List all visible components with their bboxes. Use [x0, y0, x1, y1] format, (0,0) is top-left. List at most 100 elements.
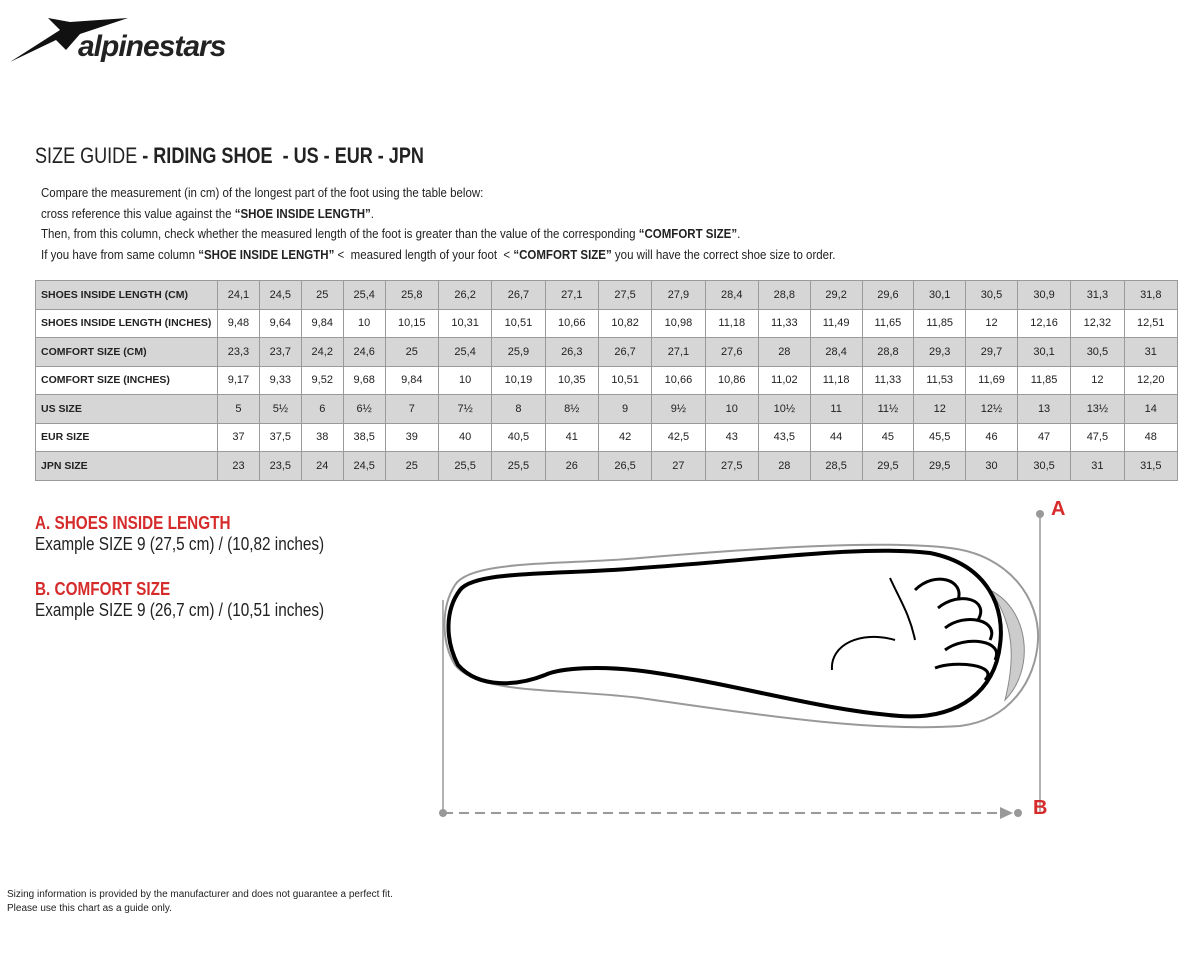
dot [439, 809, 447, 817]
dot [1014, 809, 1022, 817]
table-cell: 27 [651, 451, 706, 481]
table-cell: 47,5 [1070, 422, 1125, 452]
instruction-line: If you have from same column “SHOE INSID… [41, 245, 835, 266]
footer-line: Sizing information is provided by the ma… [7, 889, 393, 900]
title-light: SIZE GUIDE [35, 143, 138, 168]
table-cell: 8 [491, 394, 546, 424]
table-cell: 11,33 [861, 365, 915, 395]
table-cell: 24,1 [217, 280, 260, 310]
instruction-text: . [737, 227, 741, 241]
table-cell: 10 [437, 365, 493, 395]
size-table: SHOES INSIDE LENGTH (CM) 24,1 24,5 25 25,4 25… [35, 280, 1179, 481]
logo: alpinestars [78, 30, 226, 63]
table-row: JPN SIZE 23 23,5 24 24,5 25 25,5 25,5 26 26,5 27 27… [35, 451, 1179, 481]
table-cell: 43,5 [757, 422, 811, 452]
table-cell: 30,1 [913, 280, 967, 310]
table-cell: 42 [597, 422, 653, 452]
shoe-outline [443, 543, 1040, 729]
instruction-text: < measured length of your foot < [334, 247, 514, 262]
table-cell: 12,32 [1070, 308, 1125, 338]
foot [446, 548, 1003, 719]
table-cell: 9,68 [342, 365, 386, 395]
legend-a: A. SHOES INSIDE LENGTH Example SIZE 9 (27… [35, 513, 375, 555]
table-cell: 47 [1016, 422, 1072, 452]
instruction-text: Compare the measurement (in cm) of the l… [41, 186, 484, 200]
table-cell: 9½ [651, 394, 706, 424]
table-cell: 8½ [544, 394, 599, 424]
table-cell: 11,02 [757, 365, 811, 395]
table-cell: 5 [217, 394, 260, 424]
table-cell: 12,20 [1123, 365, 1179, 395]
logo-mark [10, 18, 128, 62]
table-cell: 26,2 [437, 280, 493, 310]
legend-example: Example SIZE 9 (27,5 cm) / (10,82 inches… [35, 534, 325, 554]
table-cell: 28,4 [704, 280, 759, 310]
table-cell: 28,5 [809, 451, 863, 481]
table-cell: 10,98 [651, 308, 706, 338]
table-cell: 29,3 [913, 337, 967, 367]
instruction-text: Then, from this column, check whether th… [41, 227, 639, 241]
table-cell: 5½ [258, 394, 302, 424]
table-cell: 12½ [965, 394, 1018, 424]
foot-crease [830, 577, 916, 671]
table-cell: 27,6 [704, 337, 759, 367]
legend-heading: B. COMFORT SIZE [35, 579, 171, 599]
table-row: SHOES INSIDE LENGTH (CM) 24,1 24,5 25 25,4 25… [35, 280, 1179, 310]
legend-example: Example SIZE 9 (26,7 cm) / (10,51 inches… [35, 600, 325, 620]
table-cell: 46 [965, 422, 1018, 452]
table-cell: 11½ [861, 394, 915, 424]
table-cell: 27,5 [597, 280, 653, 310]
table-cell: 6½ [342, 394, 386, 424]
table-cell: 10,51 [491, 308, 546, 338]
title-bold: - RIDING SHOE - US - EUR - JPN [137, 143, 424, 168]
table-cell: 10,66 [651, 365, 706, 395]
table-cell: 7½ [437, 394, 493, 424]
table-cell: 10,19 [491, 365, 546, 395]
table-cell: 7 [384, 394, 439, 424]
table-cell: 26,3 [544, 337, 599, 367]
legend-b: B. COMFORT SIZE Example SIZE 9 (26,7 cm) … [35, 579, 375, 621]
table-cell: 25,4 [437, 337, 493, 367]
table-cell: 11,49 [809, 308, 863, 338]
table-cell: 24,5 [258, 280, 302, 310]
table-cell: 31,8 [1123, 280, 1179, 310]
table-cell: 30,5 [1070, 337, 1125, 367]
label-b: B [1033, 797, 1047, 819]
table-cell: 11 [809, 394, 863, 424]
footer: Sizing information is provided by the ma… [7, 888, 393, 916]
table-cell: 25,5 [437, 451, 493, 481]
table-cell: 25,8 [384, 280, 439, 310]
row-label: US SIZE [35, 394, 218, 424]
table-row: COMFORT SIZE (CM) 23,3 23,7 24,2 24,6 25 25,4 2… [35, 337, 1179, 367]
table-cell: 9,48 [217, 308, 260, 338]
table-cell: 10½ [757, 394, 811, 424]
table-cell: 28,4 [809, 337, 863, 367]
table-cell: 28 [757, 337, 811, 367]
table-cell: 23 [217, 451, 260, 481]
instruction-text: cross reference this value against the [41, 206, 235, 221]
table-row: EUR SIZE 37 37,5 38 38,5 39 40 40,5 41 42 42,5 43 43… [35, 422, 1179, 452]
table-cell: 9,33 [258, 365, 302, 395]
table-cell: 31 [1123, 337, 1179, 367]
table-cell: 48 [1123, 422, 1179, 452]
table-cell: 10 [704, 394, 759, 424]
instruction-text: “COMFORT SIZE” [638, 227, 738, 241]
table-cell: 40 [437, 422, 493, 452]
table-cell: 30,1 [1016, 337, 1072, 367]
table-cell: 10,86 [704, 365, 759, 395]
table-cell: 26 [544, 451, 599, 481]
table-row: SHOES INSIDE LENGTH (INCHES) 9,48 9,64 9,84… [35, 308, 1179, 338]
table-row: US SIZE 5 5½ 6 6½ 7 7½ 8 8½ 9 9½ 10 10½ 11 11½ 12 12½ 13 1… [35, 394, 1179, 424]
table-cell: 10,82 [597, 308, 653, 338]
instruction-text: you will have the correct shoe size to o… [611, 247, 836, 262]
table-cell: 25 [300, 280, 344, 310]
table-cell: 29,6 [861, 280, 915, 310]
table-cell: 28 [757, 451, 811, 481]
table-cell: 24,2 [300, 337, 344, 367]
dot [1036, 510, 1044, 518]
table-cell: 11,18 [704, 308, 759, 338]
table-cell: 9,17 [217, 365, 260, 395]
table-cell: 26,7 [491, 280, 546, 310]
